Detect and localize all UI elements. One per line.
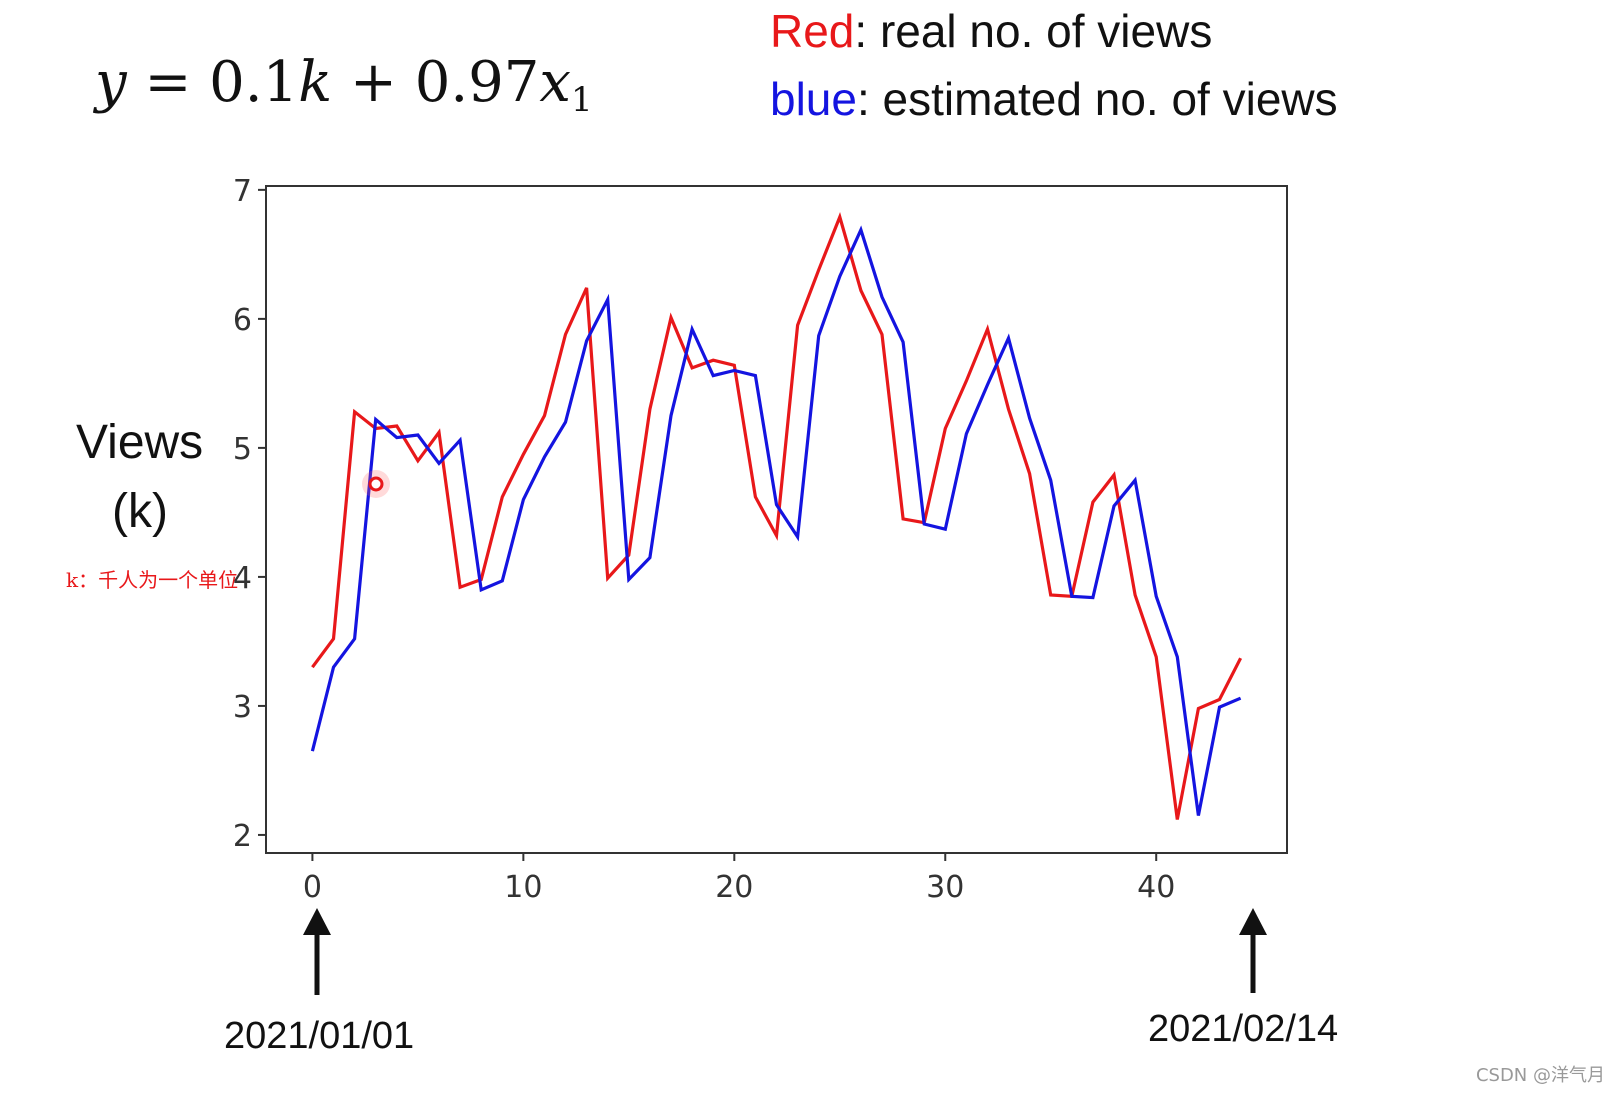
unit-note: k：千人为一个单位 [66, 568, 239, 592]
formula-coef-k: = 0.1 [126, 50, 299, 115]
y-tick-label: 3 [233, 690, 252, 725]
end-date-label: 2021/02/14 [1148, 1008, 1339, 1050]
y-tick-label: 4 [233, 561, 252, 596]
legend-real: Red: real no. of views [770, 4, 1212, 58]
legend-blue-desc: : estimated no. of views [856, 73, 1338, 125]
x-tick-label: 40 [1137, 870, 1175, 905]
x-tick-label: 10 [504, 870, 542, 905]
y-tick-label: 7 [233, 174, 252, 209]
x-tick-label: 30 [926, 870, 964, 905]
x-tick-label: 20 [715, 870, 753, 905]
formula-y: y [95, 50, 127, 115]
formula-subscript: 1 [570, 80, 593, 120]
legend-red-word: Red [770, 5, 855, 57]
legend-blue-word: blue [770, 73, 857, 125]
cursor-highlight-dot [368, 476, 384, 492]
model-formula: y = 0.1k + 0.97x1 [95, 50, 593, 120]
watermark: CSDN @洋气月 [1475, 1065, 1605, 1086]
legend-red-desc: : real no. of views [854, 5, 1213, 57]
start-date-label: 2021/01/01 [224, 1015, 415, 1057]
x-tick-label: 0 [303, 870, 322, 905]
y-tick-label: 2 [233, 819, 252, 854]
plot-frame [265, 185, 1288, 854]
y-tick-label: 6 [233, 303, 252, 338]
formula-coef-x: + 0.97 [332, 50, 540, 115]
y-axis-label-line1: Views [76, 416, 204, 469]
y-tick-label: 5 [233, 432, 252, 467]
series-line-red [311, 212, 1243, 820]
formula-x: x [539, 50, 571, 115]
series-line-blue [310, 225, 1242, 816]
legend-estimated: blue: estimated no. of views [770, 72, 1338, 126]
end-date-arrow [1239, 908, 1267, 993]
y-axis-label-line2: (k) [112, 485, 168, 538]
start-date-arrow [303, 908, 331, 995]
formula-k: k [298, 50, 333, 115]
